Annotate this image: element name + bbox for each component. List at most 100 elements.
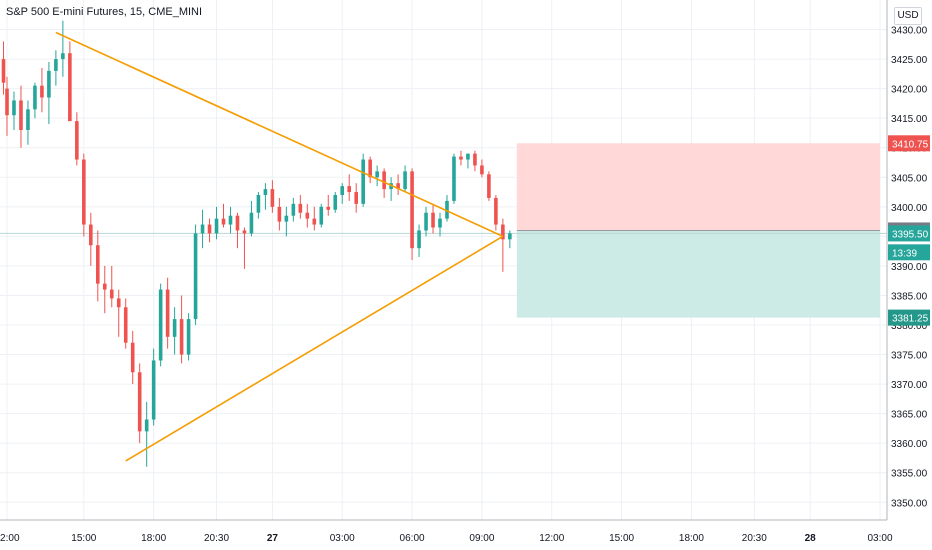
candle-body [214,218,219,234]
x-tick-label: 15:00 [609,533,634,544]
x-tick-label: 20:30 [742,533,767,544]
price-label-text: 3381.25 [892,314,929,325]
x-tick-label: 03:00 [330,533,355,544]
y-tick-label: 3405.00 [891,173,928,184]
trendlines [55,31,504,462]
candle-body [312,218,317,225]
candle-body [382,171,386,190]
x-tick-label: 28 [805,533,817,544]
y-tick-label: 3375.00 [891,351,928,362]
candle-body [242,230,247,234]
candle-body [102,283,107,290]
take-profit-zone [516,230,880,318]
candle-body [368,159,372,178]
candle-body [277,206,282,222]
candle-body [144,419,149,432]
trendline[interactable] [55,31,504,238]
candle-body [61,53,65,60]
candle-body [431,212,435,228]
candle-body [319,206,324,225]
candles [1,20,512,467]
y-tick-label: 3420.00 [891,85,928,96]
position-zones [0,143,887,318]
x-tick-label: 27 [267,533,279,544]
price-label-text: 3395.50 [892,229,929,240]
candle-body [26,109,30,130]
y-tick-label: 3385.00 [891,291,928,302]
candle-body [235,215,240,231]
candle-body [249,212,254,234]
y-tick-label: 3365.00 [891,410,928,421]
x-tick-label: 03:00 [867,533,892,544]
candle-body [410,171,414,249]
candle-body [326,206,331,210]
candle-body [424,212,428,231]
candle-body [270,189,275,207]
candle-body [130,342,135,373]
symbol-title: S&P 500 E-mini Futures, 15, CME_MINI [6,6,203,18]
x-tick-label: 20:30 [204,533,229,544]
x-tick-label: 18:00 [141,533,166,544]
candle-body [151,360,156,420]
candle-body [116,298,121,308]
candle-body [12,100,16,116]
candle-body [137,372,142,432]
candle-body [75,121,79,160]
candle-body [361,159,365,204]
price-label-tag [888,244,930,261]
y-tick-label: 3425.00 [891,55,928,66]
stop-loss-zone [516,143,880,231]
candle-body [417,230,421,249]
grid [0,0,887,520]
candle-body [1,59,6,83]
candle-body [179,319,184,355]
candle-body [228,215,233,225]
candle-body [438,218,442,228]
candle-body [207,224,212,234]
candle-body [494,197,498,225]
candle-body [95,245,100,284]
candle-body [284,215,289,222]
candle-body [501,224,505,240]
candle-body [109,289,114,299]
y-tick-label: 3350.00 [891,498,928,509]
candle-body [445,200,449,219]
x-tick-label: 12:00 [539,533,564,544]
price-label-tag [888,135,930,152]
candle-body [305,212,310,219]
candle-body [263,189,268,195]
candle-body [33,85,37,110]
candle-body [68,53,72,122]
x-tick-label: 18:00 [679,533,704,544]
candle-body [200,224,205,234]
candle-body [193,233,198,320]
candle-body [459,156,463,160]
candle-body [82,159,86,225]
candle-body [89,224,93,246]
currency-button[interactable]: USD [894,7,922,25]
y-tick-label: 3390.00 [891,262,928,273]
candle-body [403,171,407,190]
candle-body [480,165,484,175]
y-tick-label: 3360.00 [891,439,928,450]
candle-body [333,195,338,210]
y-tick-label: 3400.00 [891,203,928,214]
trendline[interactable] [125,235,504,462]
candle-body [221,218,226,225]
candle-body [487,174,491,198]
candle-body [466,153,470,160]
candle-body [158,289,163,361]
candle-body [186,319,191,355]
candle-body [47,70,51,98]
candle-body [452,156,456,201]
candle-body [291,203,296,216]
y-tick-label: 3355.00 [891,469,928,480]
candle-body [508,233,512,240]
x-tick-label: 06:00 [400,533,425,544]
x-tick-label: 09:00 [469,533,494,544]
price-label-tag [888,225,930,242]
candle-body [165,289,170,337]
candle-body [172,319,177,337]
